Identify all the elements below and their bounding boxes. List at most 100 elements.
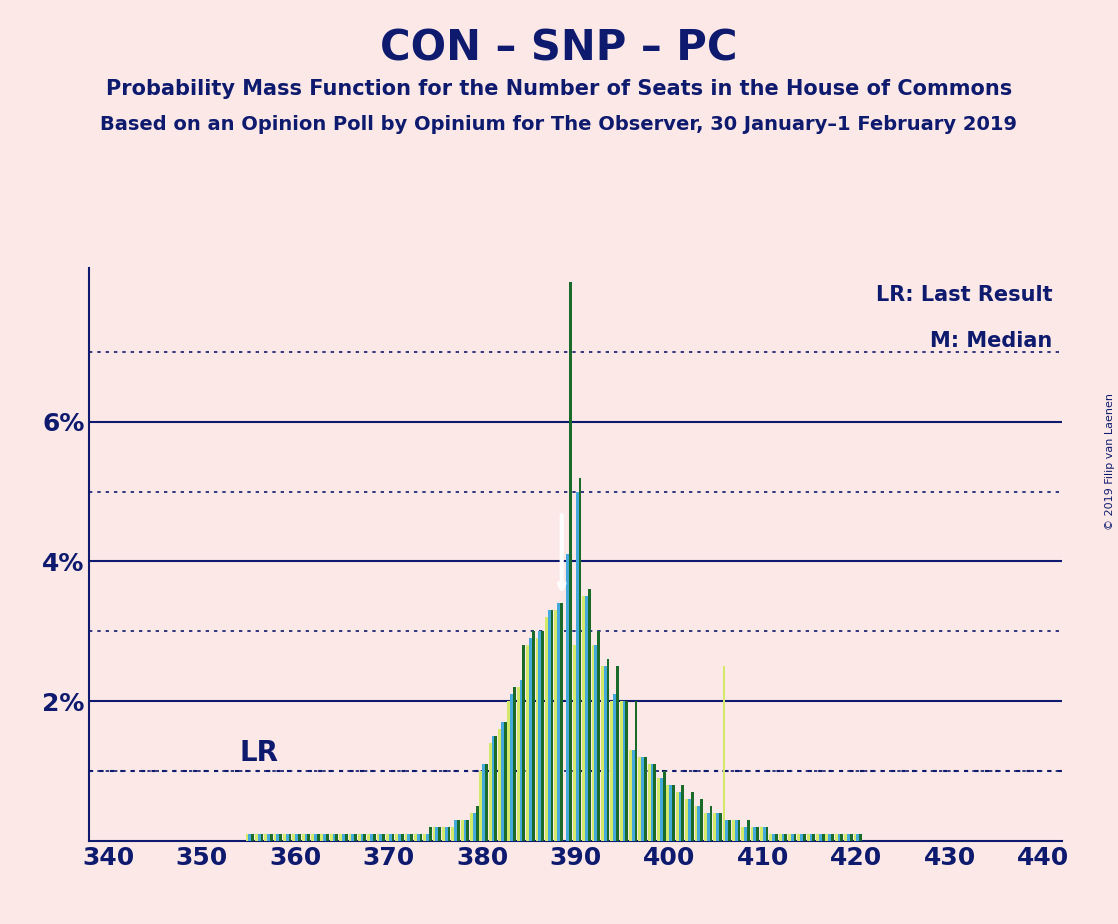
Bar — [803, 833, 806, 841]
Bar — [382, 833, 385, 841]
Bar — [536, 638, 539, 841]
Bar — [499, 729, 501, 841]
Bar — [307, 833, 310, 841]
Bar — [657, 778, 660, 841]
Bar — [604, 666, 607, 841]
Bar — [349, 833, 351, 841]
Bar — [370, 833, 372, 841]
Bar — [527, 645, 529, 841]
Bar — [773, 833, 775, 841]
Bar — [267, 833, 269, 841]
Bar — [323, 833, 326, 841]
Bar — [610, 701, 613, 841]
Bar — [389, 833, 391, 841]
Bar — [401, 833, 404, 841]
Bar — [529, 638, 532, 841]
Bar — [766, 827, 768, 841]
Bar — [513, 687, 515, 841]
Bar — [756, 827, 759, 841]
Bar — [342, 833, 344, 841]
Bar — [754, 827, 756, 841]
Bar — [779, 833, 781, 841]
Bar — [685, 799, 688, 841]
Bar — [813, 833, 815, 841]
Bar — [396, 833, 398, 841]
Bar — [818, 833, 822, 841]
Bar — [582, 596, 585, 841]
Bar — [351, 833, 354, 841]
Bar — [738, 820, 740, 841]
Bar — [607, 659, 609, 841]
Bar — [601, 666, 604, 841]
Bar — [785, 833, 787, 841]
Bar — [520, 680, 522, 841]
Bar — [588, 590, 590, 841]
Bar — [508, 701, 510, 841]
Bar — [255, 833, 258, 841]
Bar — [735, 820, 738, 841]
Bar — [576, 492, 579, 841]
Bar — [713, 813, 716, 841]
Bar — [473, 813, 475, 841]
Bar — [704, 813, 707, 841]
Bar — [585, 596, 588, 841]
Bar — [517, 687, 520, 841]
Bar — [638, 757, 642, 841]
Bar — [492, 736, 494, 841]
Bar — [414, 833, 417, 841]
Bar — [841, 833, 843, 841]
Bar — [835, 833, 837, 841]
Bar — [367, 833, 370, 841]
Bar — [710, 806, 712, 841]
Bar — [579, 478, 581, 841]
Bar — [635, 701, 637, 841]
Bar — [663, 771, 665, 841]
Bar — [794, 833, 796, 841]
Bar — [859, 833, 862, 841]
Bar — [822, 833, 825, 841]
Bar — [716, 813, 719, 841]
Bar — [333, 833, 335, 841]
Bar — [326, 833, 329, 841]
Bar — [485, 764, 487, 841]
Bar — [398, 833, 401, 841]
Bar — [321, 833, 323, 841]
Bar — [775, 833, 778, 841]
Bar — [445, 827, 447, 841]
Bar — [504, 722, 506, 841]
Bar — [264, 833, 267, 841]
Bar — [660, 778, 663, 841]
Bar — [344, 833, 348, 841]
Bar — [647, 764, 651, 841]
Bar — [252, 833, 254, 841]
Bar — [797, 833, 800, 841]
Bar — [809, 833, 813, 841]
Bar — [732, 820, 735, 841]
Bar — [330, 833, 333, 841]
Bar — [567, 554, 569, 841]
Bar — [510, 694, 513, 841]
Text: CON – SNP – PC: CON – SNP – PC — [380, 28, 738, 69]
Bar — [700, 799, 703, 841]
Bar — [644, 757, 647, 841]
Bar — [470, 813, 473, 841]
Bar — [258, 833, 260, 841]
Bar — [426, 833, 429, 841]
Bar — [550, 610, 553, 841]
Bar — [672, 785, 675, 841]
Bar — [539, 631, 541, 841]
Bar — [800, 833, 803, 841]
Bar — [719, 813, 722, 841]
Bar — [311, 833, 314, 841]
Bar — [591, 645, 595, 841]
Bar — [728, 820, 731, 841]
Bar — [299, 833, 301, 841]
Bar — [372, 833, 376, 841]
Bar — [407, 833, 410, 841]
Bar — [853, 833, 856, 841]
Bar — [454, 820, 457, 841]
Bar — [358, 833, 361, 841]
Bar — [807, 833, 809, 841]
Bar — [442, 827, 445, 841]
Bar — [747, 820, 750, 841]
